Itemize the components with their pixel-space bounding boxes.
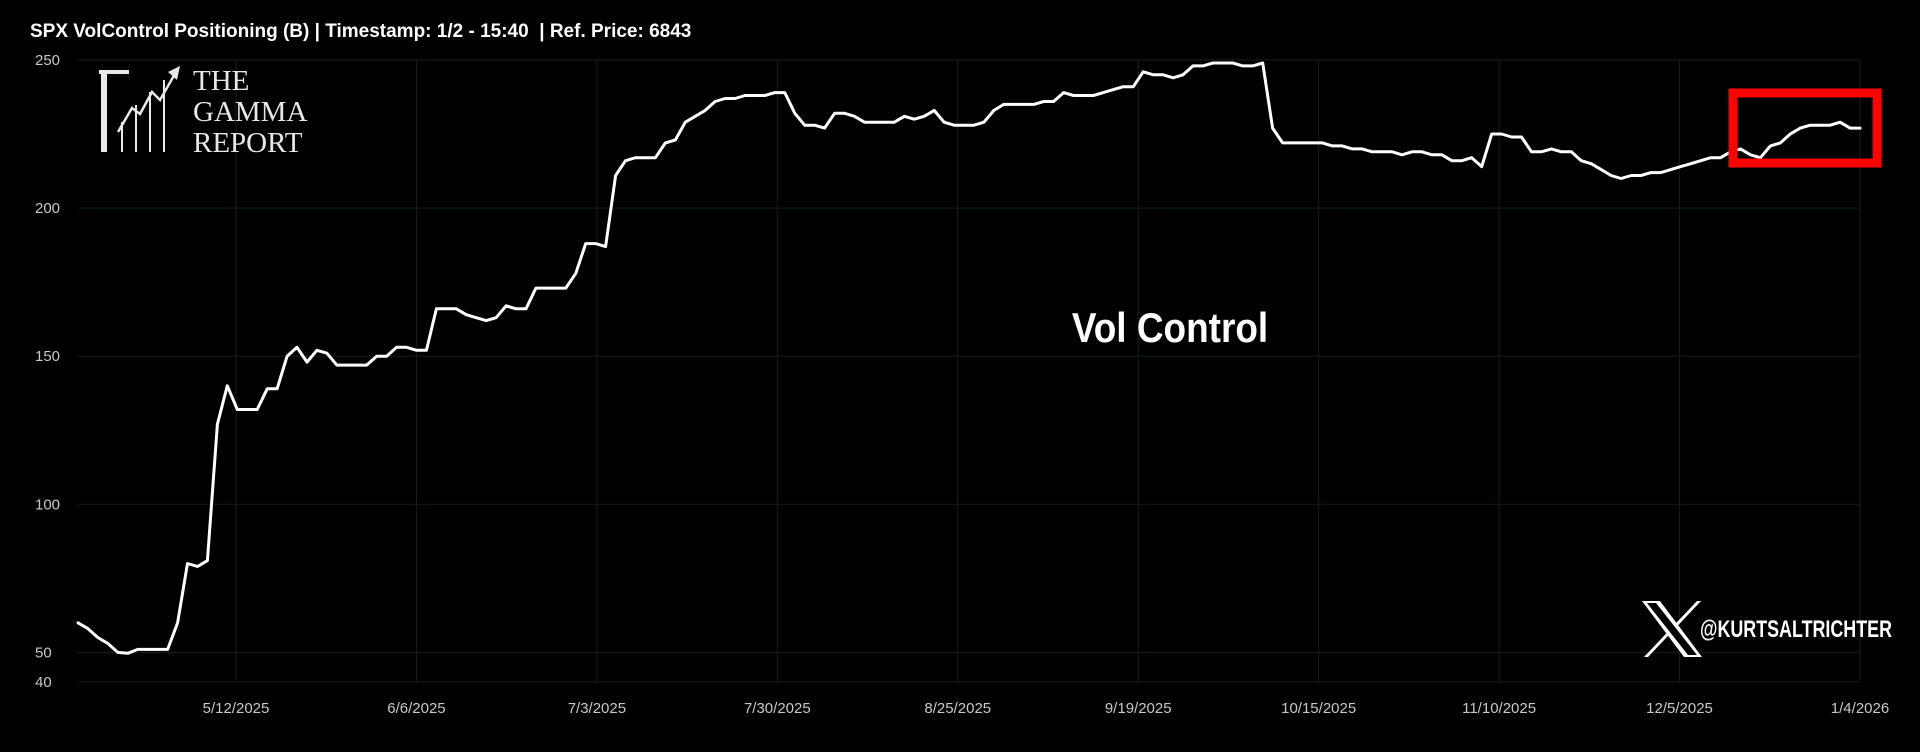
brand-report: REPORT <box>193 127 303 159</box>
brand-handle: @KURTSALTRICHTER <box>1700 616 1892 643</box>
x-logo-inner <box>1647 603 1697 655</box>
gamma-logo-stem <box>101 70 107 152</box>
series-line <box>76 61 1862 655</box>
logo-arrow-line <box>116 71 178 133</box>
x-tick-label: 11/10/2025 <box>1462 700 1536 717</box>
x-tick-label: 5/12/2025 <box>203 700 270 717</box>
x-tick-label: 10/15/2025 <box>1281 700 1356 717</box>
y-tick-label: 150 <box>35 348 60 365</box>
x-tick-label: 1/4/2026 <box>1831 700 1889 717</box>
x-tick-label: 8/25/2025 <box>924 700 991 717</box>
annotation-vol-control: Vol Control <box>1072 305 1268 352</box>
x-tick-label: 7/30/2025 <box>744 700 811 717</box>
x-tick-label: 12/5/2025 <box>1646 700 1713 717</box>
y-tick-label: 200 <box>35 200 60 217</box>
y-tick-label: 50 <box>35 644 52 661</box>
x-tick-label: 9/19/2025 <box>1105 700 1172 717</box>
y-tick-label: 250 <box>35 52 60 69</box>
y-tick-label: 100 <box>35 496 60 513</box>
x-tick-label: 6/6/2025 <box>387 700 445 717</box>
brand-the: THE <box>193 65 249 97</box>
logo-arrow-head <box>168 66 180 80</box>
gamma-logo-bar <box>99 70 129 74</box>
chart-title: SPX VolControl Positioning (B) | Timesta… <box>30 21 692 42</box>
x-tick-label: 7/3/2025 <box>568 700 626 717</box>
y-tick-label: 40 <box>35 674 52 691</box>
brand-gamma: GAMMA <box>193 96 307 128</box>
highlight-box <box>1728 88 1882 168</box>
